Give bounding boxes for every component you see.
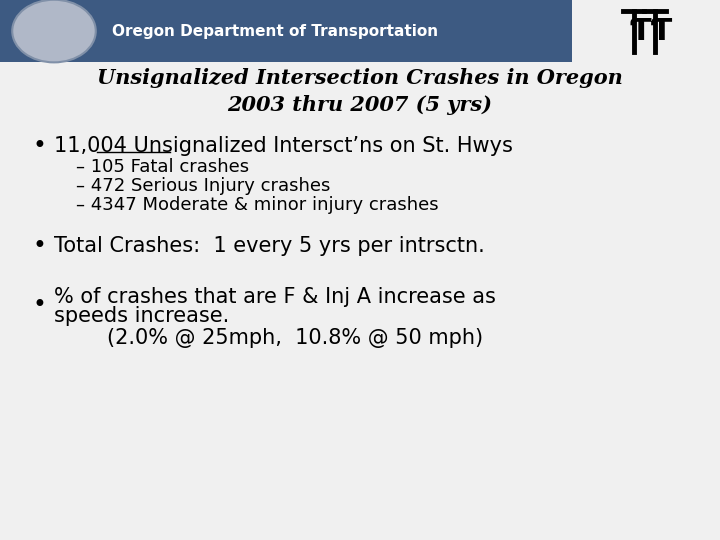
FancyBboxPatch shape	[0, 0, 572, 62]
Text: 2003 thru 2007 (5 yrs): 2003 thru 2007 (5 yrs)	[228, 95, 492, 116]
Text: – 4347 Moderate & minor injury crashes: – 4347 Moderate & minor injury crashes	[76, 196, 438, 214]
Text: Unsignalized Intersection Crashes in Oregon: Unsignalized Intersection Crashes in Ore…	[97, 68, 623, 89]
Circle shape	[12, 0, 96, 62]
Text: ƬƬ: ƬƬ	[630, 17, 673, 45]
Text: •: •	[32, 134, 46, 158]
Text: – 472 Serious Injury crashes: – 472 Serious Injury crashes	[76, 177, 330, 195]
Text: Oregon Department of Transportation: Oregon Department of Transportation	[112, 24, 438, 38]
Text: – 105 Fatal crashes: – 105 Fatal crashes	[76, 158, 248, 177]
Text: Total Crashes:  1 every 5 yrs per intrsctn.: Total Crashes: 1 every 5 yrs per intrsct…	[54, 235, 485, 256]
Text: •: •	[32, 293, 46, 317]
Text: % of crashes that are F & Inj A increase as: % of crashes that are F & Inj A increase…	[54, 287, 496, 307]
Text: 11,004 Unsignalized Intersct’ns on St. Hwys: 11,004 Unsignalized Intersct’ns on St. H…	[54, 136, 513, 156]
Text: •: •	[32, 234, 46, 258]
Text: (2.0% @ 25mph,  10.8% @ 50 mph): (2.0% @ 25mph, 10.8% @ 50 mph)	[54, 327, 483, 348]
Text: speeds increase.: speeds increase.	[54, 306, 229, 326]
